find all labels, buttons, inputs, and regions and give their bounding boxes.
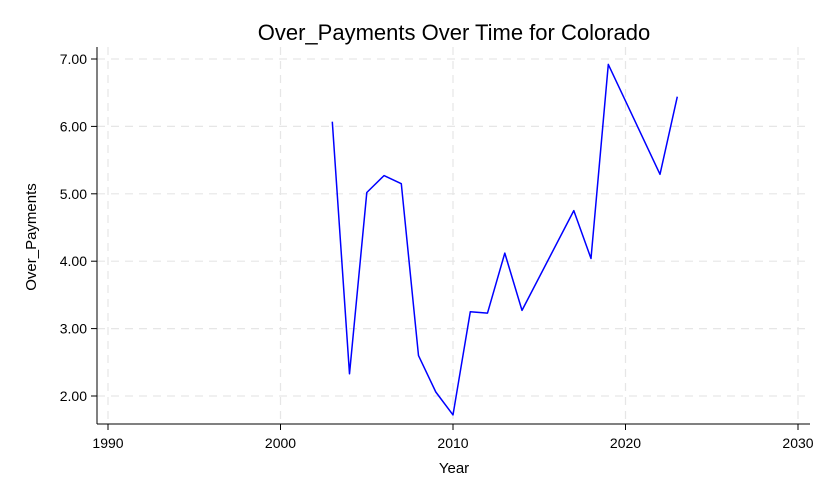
- grid-lines: [97, 47, 810, 424]
- x-tick-label: 2030: [782, 435, 813, 451]
- series-line-0: [331, 63, 679, 416]
- series-layer: [331, 63, 679, 416]
- x-tick-label: 1990: [92, 435, 123, 451]
- y-tick-label: 6.00: [60, 118, 87, 134]
- x-tick-label: 2000: [265, 435, 296, 451]
- y-axis-label: Over_Payments: [23, 183, 40, 291]
- y-tick-label: 5.00: [60, 186, 87, 202]
- y-tick-label: 2.00: [60, 388, 87, 404]
- y-tick-label: 3.00: [60, 321, 87, 337]
- y-tick-label: 4.00: [60, 253, 87, 269]
- chart-title: Over_Payments Over Time for Colorado: [258, 20, 650, 45]
- x-tick-label: 2010: [437, 435, 468, 451]
- axis-ticks: 1990 2000 2010 2020 2030 2.00 3.00 4.00 5.00 6.00…: [60, 51, 814, 451]
- x-tick-label: 2020: [610, 435, 641, 451]
- y-tick-label: 7.00: [60, 51, 87, 67]
- x-axis-label: Year: [439, 460, 469, 477]
